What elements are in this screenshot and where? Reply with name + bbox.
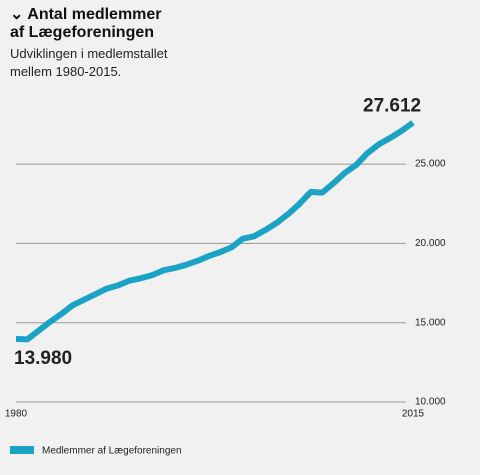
y-tick-label: 25.000	[415, 159, 446, 170]
value-label: 13.980	[14, 348, 72, 369]
y-tick-label: 10.000	[415, 397, 446, 408]
data-line	[15, 120, 415, 343]
title-text: Antal medlemmer af Lægeforeningen	[10, 6, 162, 41]
legend-swatch	[10, 446, 34, 454]
x-tick-label: 2015	[402, 409, 425, 420]
x-tick-label: 1980	[5, 409, 28, 420]
y-tick-label: 20.000	[415, 238, 446, 249]
value-label: 27.612	[363, 96, 421, 117]
chart-subtitle: Udviklingen i medlemstallet mellem 1980-…	[10, 46, 168, 79]
chart-title: ⌄ Antal medlemmer af Lægeforeningen	[10, 6, 180, 42]
y-tick-label: 15.000	[415, 317, 446, 328]
chevron-icon: ⌄	[10, 6, 28, 23]
legend-label: Medlemmer af Lægeforeningen	[42, 446, 182, 457]
